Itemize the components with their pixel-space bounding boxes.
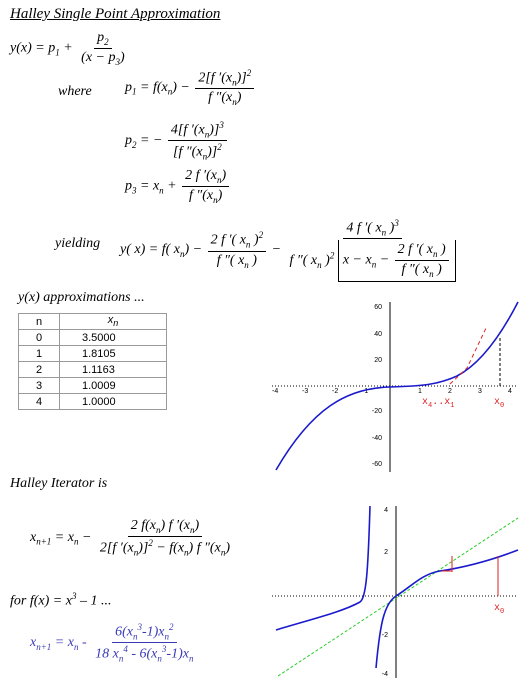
x-tick-label: 2 — [448, 388, 452, 395]
eq-iterator: xn+1 = xn − 2 f(xn) f ′(xn) 2[f ′(xn)]2 −… — [30, 518, 230, 558]
x-tick-label: -3 — [302, 388, 308, 395]
table-row: 1 1.8105 — [18, 345, 167, 362]
approx-heading: y(x) approximations ... — [18, 290, 145, 305]
where-label: where — [58, 84, 92, 99]
x-tick-label: -4 — [272, 388, 278, 395]
plot-top: 60 40 20 -20 -40 -60 -4 -3 -2 -1 1 2 3 4… — [272, 301, 519, 472]
col-header-n: n — [18, 313, 60, 330]
y-tick-label: 40 — [374, 331, 382, 338]
cell-n: 4 — [18, 393, 60, 410]
y-tick-label: 20 — [374, 357, 382, 364]
plot-bottom: 4 2 -2 -4 x0 — [272, 505, 519, 678]
cell-n: 2 — [18, 361, 60, 378]
approx-table: n xn 0 3.5000 1 1.8105 2 1.1163 3 1.0009 4 1.… — [18, 313, 167, 410]
table-row: 3 1.0009 — [18, 377, 167, 394]
x-tick-label: 1 — [418, 388, 422, 395]
cell-x: 1.8105 — [59, 345, 167, 362]
eq-yielding: y( x) = f( xn) − 2 f ′( xn )2 f ″( xn ) −… — [120, 218, 461, 283]
for-function-line: for f(x) = x3 – 1 ... — [10, 591, 112, 609]
page-title: Halley Single Point Approximation — [10, 6, 221, 22]
cell-n: 1 — [18, 345, 60, 362]
table-row: 4 1.0000 — [18, 393, 167, 410]
eq-p1: p1 = f(xn) − 2[f ′(xn)]2 f ″(xn) — [125, 68, 256, 107]
x0-label: x0 — [494, 397, 504, 410]
cell-n: 3 — [18, 377, 60, 394]
x-tick-label: -1 — [362, 388, 368, 395]
x-tick-labels: -4 -3 -2 -1 1 2 3 4 — [272, 388, 512, 395]
cell-x: 1.0009 — [59, 377, 167, 394]
iterator-heading: Halley Iterator is — [10, 476, 108, 491]
iterator-curve-right — [375, 549, 519, 669]
eq-y-definition: y(x) = p1 + p2 (x − p3) — [10, 30, 125, 67]
y-tick-labels: 60 40 20 -20 -40 -60 — [372, 304, 382, 468]
x-tick-label: -2 — [332, 388, 338, 395]
y-tick-label: -20 — [372, 408, 382, 415]
y-tick-label: -2 — [382, 632, 388, 639]
y-tick-label: -4 — [382, 671, 388, 678]
table-row: 2 1.1163 — [18, 361, 167, 378]
cell-n: 0 — [18, 329, 60, 346]
y-tick-label: -40 — [372, 435, 382, 442]
cubic-curve — [275, 301, 519, 471]
y-tick-label: 60 — [374, 304, 382, 311]
cell-x: 1.0000 — [59, 393, 167, 410]
x-tick-label: 4 — [508, 388, 512, 395]
y-tick-label: 4 — [384, 507, 388, 514]
iterator-curve-left — [275, 505, 371, 631]
identity-line — [277, 517, 519, 677]
x-tick-label: 3 — [478, 388, 482, 395]
yielding-label: yielding — [55, 236, 101, 251]
eq-p3: p3 = xn + 2 f ′(xn) f ″(xn) — [125, 168, 231, 205]
cell-x: 1.1163 — [59, 361, 167, 378]
table-row: 0 3.5000 — [18, 329, 167, 346]
col-header-x: xn — [59, 313, 167, 330]
x0-label: x0 — [494, 603, 504, 616]
y-tick-label: 2 — [384, 549, 388, 556]
table-header-row: n xn — [18, 313, 167, 330]
y-tick-label: -60 — [372, 461, 382, 468]
eq-p2: p2 = − 4[f ′(xn)]3 [f ″(xn)]2 — [125, 120, 229, 162]
tangent-line — [449, 325, 488, 385]
cell-x: 3.5000 — [59, 329, 167, 346]
eq-specific-iterator: xn+1 = xn - 6(xn3-1)xn2 18 xn4 - 6(xn3-1)… — [30, 622, 194, 664]
x4-label: x4..x1 — [422, 397, 454, 410]
